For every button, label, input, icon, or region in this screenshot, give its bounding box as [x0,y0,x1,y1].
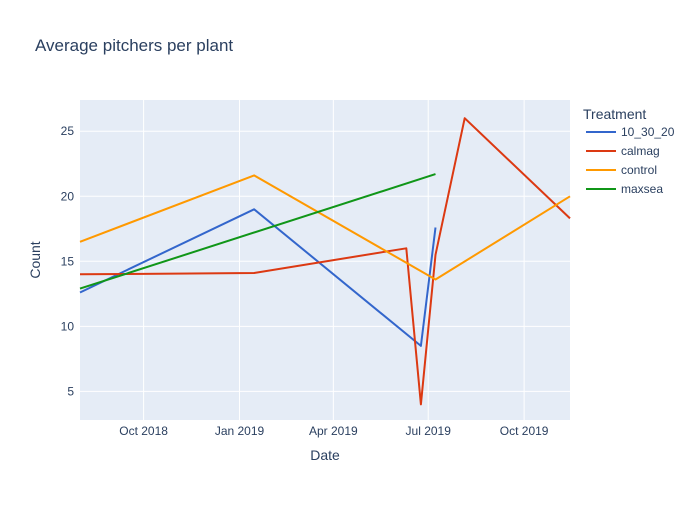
y-tick-label: 20 [61,189,75,203]
x-tick-label: Jul 2019 [406,424,452,438]
series-line-calmag [79,117,571,406]
series-lines [79,117,571,406]
y-axis-title: Count [27,241,43,278]
series-line-maxsea [79,173,436,290]
x-tick-label: Apr 2019 [309,424,358,438]
x-tick-label: Oct 2019 [500,424,549,438]
legend-label: calmag [621,144,660,158]
y-tick-label: 10 [61,319,75,333]
series-line-10-30-20 [79,208,437,347]
y-tick-label: 15 [61,254,75,268]
legend-title: Treatment [583,106,646,122]
legend-label: maxsea [621,182,663,196]
series-line-control [79,174,571,281]
legend-item-10-30-20[interactable]: 10_30_20 [586,125,675,139]
plot-area [80,100,570,420]
y-tick-label: 25 [61,124,75,138]
x-tick-label: Oct 2018 [119,424,168,438]
chart-title: Average pitchers per plant [35,36,233,55]
legend-item-maxsea[interactable]: maxsea [586,182,663,196]
y-tick-label: 5 [67,384,74,398]
legend-label: control [621,163,657,177]
legend-item-calmag[interactable]: calmag [586,144,660,158]
x-tick-label: Jan 2019 [215,424,265,438]
legend-item-control[interactable]: control [586,163,657,177]
x-axis-title: Date [310,447,340,463]
legend-label: 10_30_20 [621,125,675,139]
tick-labels: 5 10 15 20 25 Oct 2018 Jan 2019 Apr 2019 Jul 201… [61,124,549,438]
